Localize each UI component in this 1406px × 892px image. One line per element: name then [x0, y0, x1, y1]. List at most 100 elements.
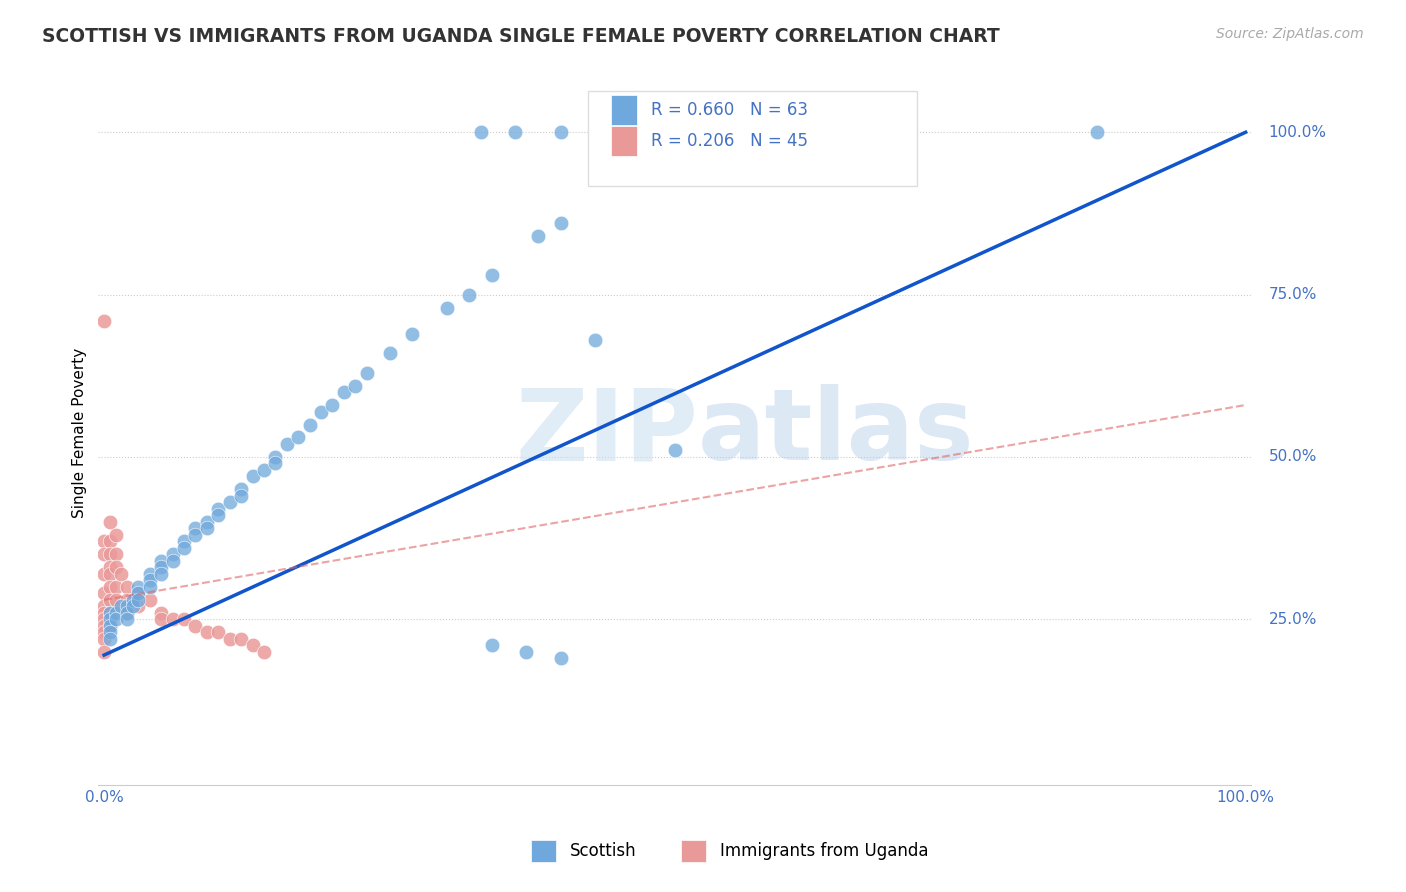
Point	[104, 606, 127, 620]
Point	[470, 125, 492, 139]
Point	[195, 521, 218, 535]
Point	[173, 541, 195, 555]
Point	[664, 443, 686, 458]
Point	[115, 606, 138, 620]
Point	[139, 566, 162, 581]
Point	[110, 599, 132, 614]
Point	[481, 638, 503, 652]
Point	[93, 619, 115, 633]
Point	[98, 619, 121, 633]
Point	[127, 586, 149, 600]
Point	[173, 612, 195, 626]
Point	[98, 592, 121, 607]
Point	[218, 495, 240, 509]
Point	[1085, 125, 1108, 139]
Bar	[612, 95, 637, 125]
Point	[356, 366, 378, 380]
Point	[127, 580, 149, 594]
Point	[481, 268, 503, 282]
Point	[550, 651, 572, 665]
Point	[98, 566, 121, 581]
Point	[93, 586, 115, 600]
Point	[127, 586, 149, 600]
Bar	[531, 840, 557, 863]
Point	[121, 592, 143, 607]
Point	[162, 612, 184, 626]
Point	[503, 125, 526, 139]
Point	[93, 313, 115, 327]
Point	[104, 528, 127, 542]
Text: 25.0%: 25.0%	[1268, 612, 1317, 627]
Point	[298, 417, 321, 432]
Point	[264, 450, 287, 464]
Point	[93, 606, 115, 620]
Point	[287, 430, 309, 444]
Point	[184, 521, 207, 535]
Point	[98, 580, 121, 594]
Point	[104, 548, 127, 562]
Point	[229, 489, 252, 503]
Text: ZIP: ZIP	[515, 384, 697, 481]
Point	[121, 599, 143, 614]
Point	[242, 469, 264, 483]
Point	[127, 592, 149, 607]
Point	[253, 463, 276, 477]
Point	[242, 638, 264, 652]
Point	[98, 534, 121, 549]
Point	[115, 592, 138, 607]
Point	[121, 592, 143, 607]
Text: atlas: atlas	[697, 384, 974, 481]
Point	[195, 515, 218, 529]
Point	[550, 125, 572, 139]
Point	[218, 632, 240, 646]
Text: Scottish: Scottish	[569, 842, 637, 861]
Point	[458, 287, 481, 301]
Point	[162, 548, 184, 562]
Point	[583, 333, 606, 347]
Y-axis label: Single Female Poverty: Single Female Poverty	[72, 348, 87, 517]
Text: Source: ZipAtlas.com: Source: ZipAtlas.com	[1216, 27, 1364, 41]
Point	[333, 384, 356, 399]
Point	[115, 580, 138, 594]
Point	[321, 398, 343, 412]
Bar	[612, 126, 637, 156]
Point	[104, 560, 127, 574]
Point	[139, 580, 162, 594]
Point	[115, 612, 138, 626]
Text: 50.0%: 50.0%	[1268, 450, 1317, 465]
Text: R = 0.206   N = 45: R = 0.206 N = 45	[651, 132, 807, 150]
Point	[98, 606, 121, 620]
Point	[344, 378, 367, 392]
Point	[98, 632, 121, 646]
FancyBboxPatch shape	[589, 91, 917, 186]
Point	[207, 502, 229, 516]
Text: 100.0%: 100.0%	[1268, 125, 1327, 140]
Point	[127, 599, 149, 614]
Point	[162, 554, 184, 568]
Point	[93, 534, 115, 549]
Point	[98, 548, 121, 562]
Point	[309, 404, 332, 418]
Point	[93, 548, 115, 562]
Point	[207, 508, 229, 523]
Point	[515, 645, 537, 659]
Point	[184, 619, 207, 633]
Point	[104, 612, 127, 626]
Point	[98, 515, 121, 529]
Point	[173, 534, 195, 549]
Text: 75.0%: 75.0%	[1268, 287, 1317, 302]
Point	[229, 632, 252, 646]
Text: SCOTTISH VS IMMIGRANTS FROM UGANDA SINGLE FEMALE POVERTY CORRELATION CHART: SCOTTISH VS IMMIGRANTS FROM UGANDA SINGL…	[42, 27, 1000, 45]
Bar	[681, 840, 706, 863]
Point	[150, 554, 173, 568]
Point	[195, 625, 218, 640]
Point	[276, 437, 298, 451]
Point	[115, 606, 138, 620]
Point	[98, 606, 121, 620]
Point	[150, 612, 173, 626]
Point	[93, 599, 115, 614]
Point	[184, 528, 207, 542]
Point	[139, 574, 162, 588]
Point	[98, 560, 121, 574]
Point	[104, 580, 127, 594]
